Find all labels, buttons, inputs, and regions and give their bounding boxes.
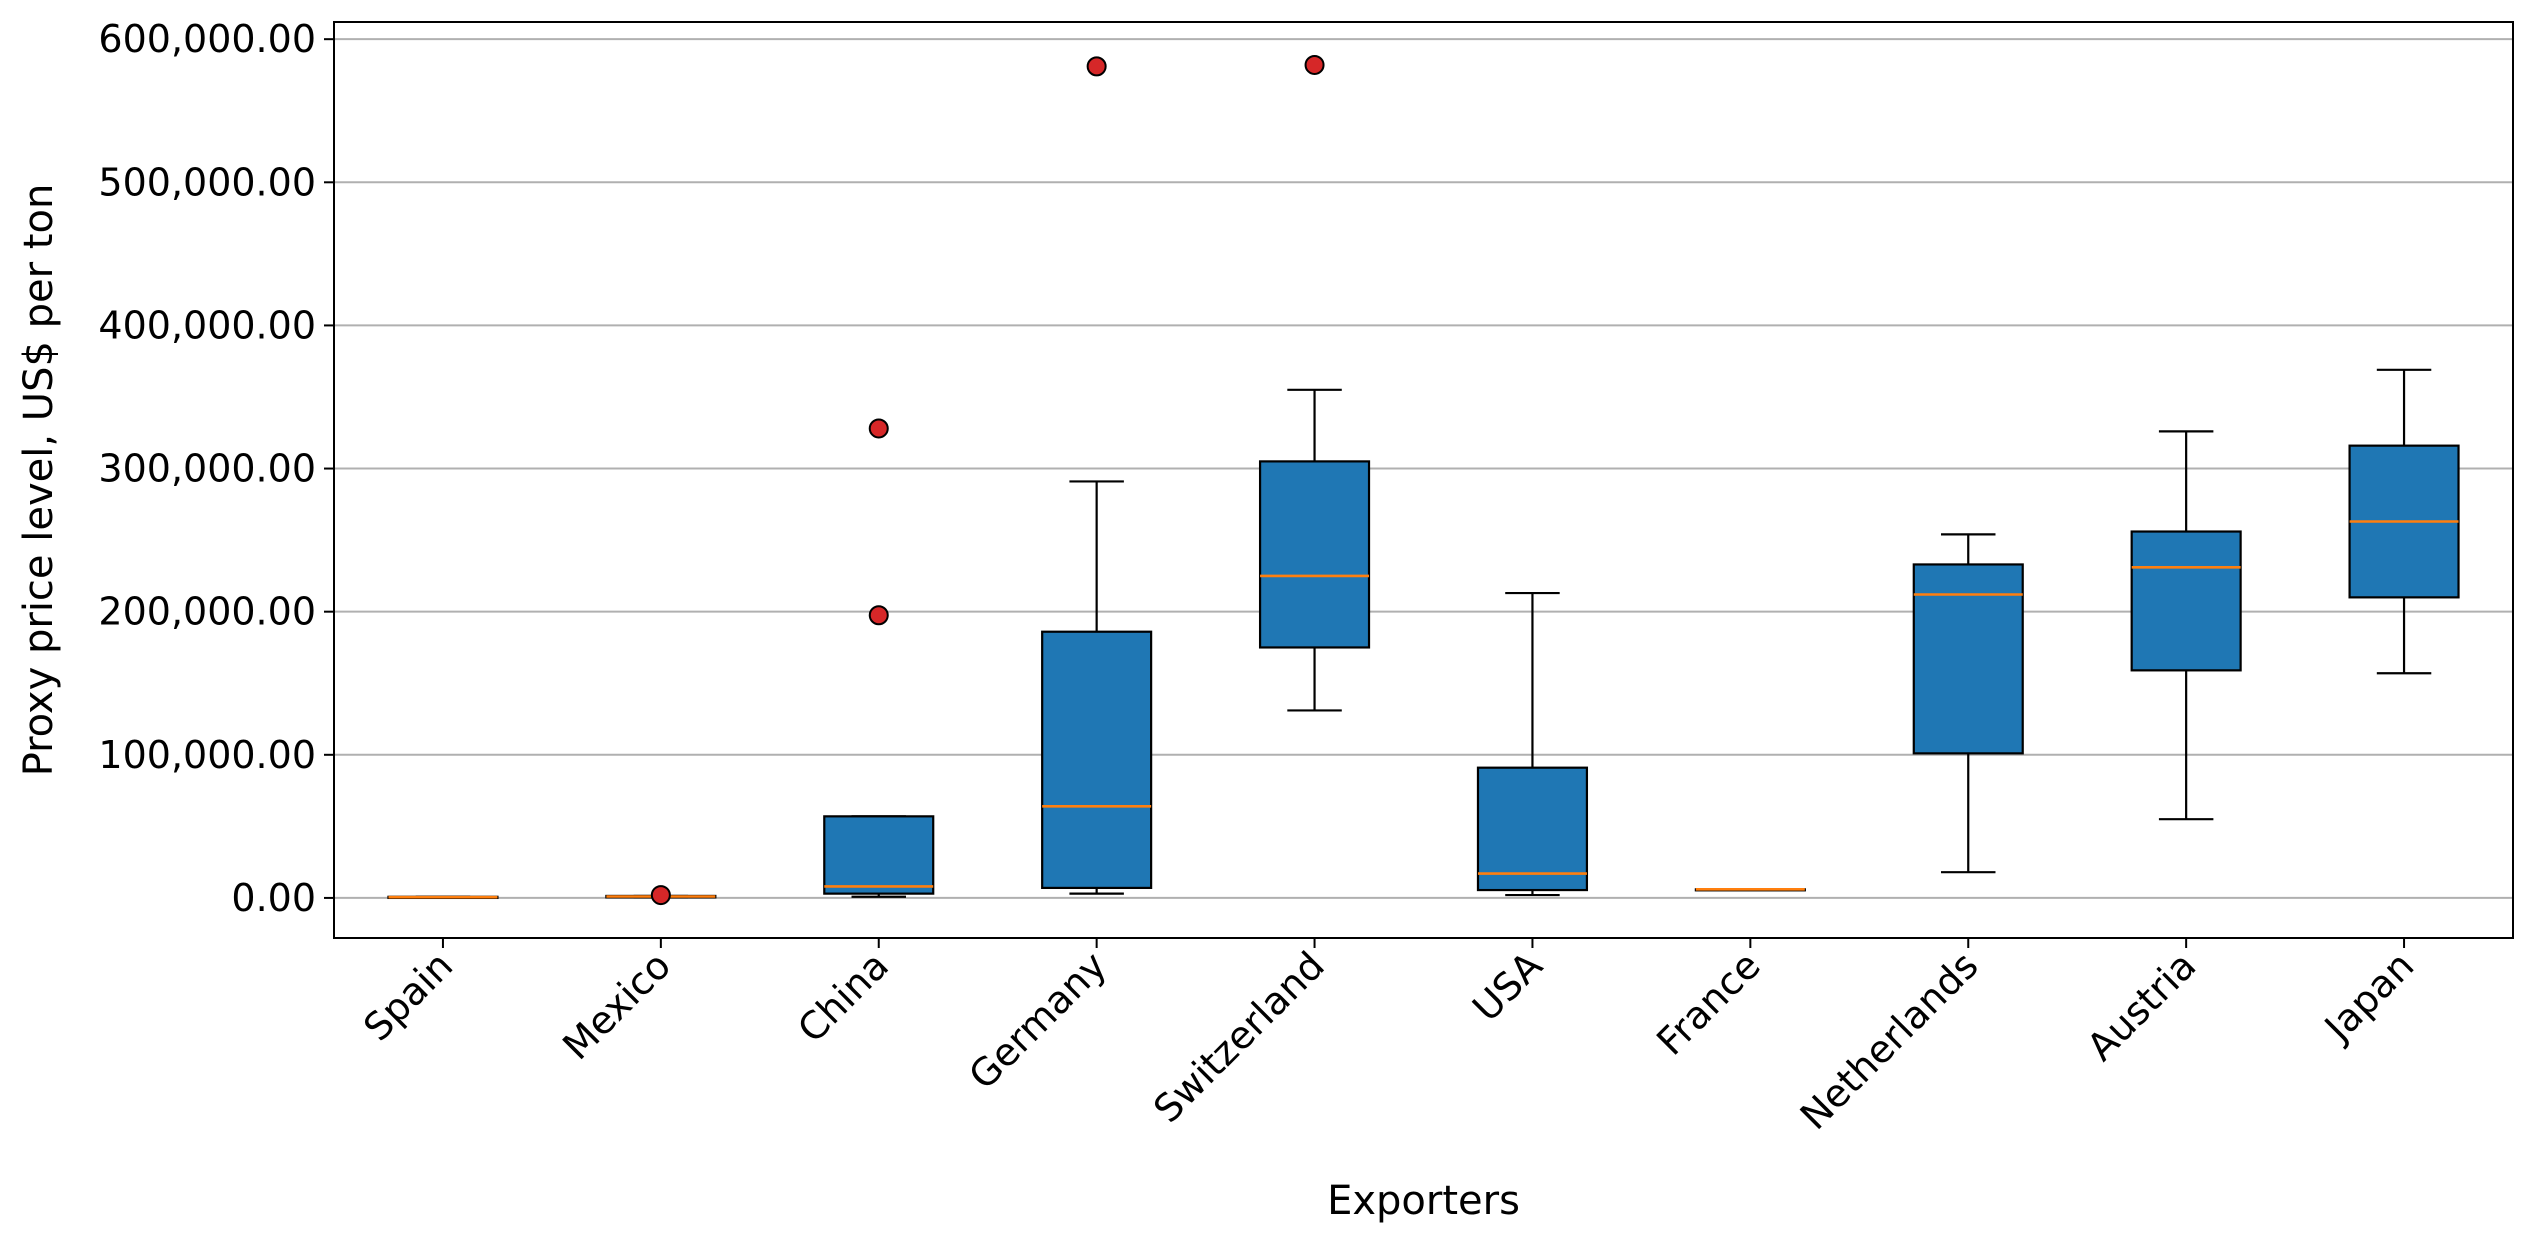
y-tick-label: 0.00 — [231, 876, 316, 920]
x-tick-label: Germany — [960, 943, 1115, 1098]
box-group-china — [823, 418, 935, 898]
y-axis-title: Proxy price level, US$ per ton — [16, 184, 62, 777]
x-tick-label: USA — [1464, 943, 1551, 1030]
x-tick-label: Japan — [2315, 943, 2422, 1050]
plot-area-frame — [333, 21, 2514, 939]
x-tick-label: Austria — [2078, 943, 2204, 1069]
y-tick-label: 300,000.00 — [98, 447, 316, 491]
x-tick-label: France — [1648, 943, 1768, 1063]
y-tick-label: 600,000.00 — [98, 17, 316, 61]
y-tick-label: 200,000.00 — [98, 590, 316, 634]
box-group-france — [1694, 888, 1806, 892]
x-tick-label: China — [789, 943, 897, 1051]
box-iqr — [2130, 530, 2242, 672]
x-tick-label: Switzerland — [1145, 943, 1333, 1131]
box-group-spain — [387, 895, 499, 900]
box-iqr — [1041, 630, 1153, 890]
x-axis-title: Exporters — [1327, 1178, 1520, 1224]
box-group-austria — [2130, 430, 2242, 821]
grid-lines — [334, 38, 2513, 899]
y-tick-label: 500,000.00 — [98, 160, 316, 204]
outlier-point — [868, 418, 889, 439]
x-tick-label: Spain — [355, 943, 461, 1049]
x-axis: Spain Mexico China Germany Switzerland USA Fra… — [355, 938, 2422, 1138]
y-axis: 0.00 100,000.00 200,000.00 300,000.00 400,00… — [98, 17, 334, 920]
box-iqr — [823, 815, 935, 895]
outlier-point — [868, 605, 889, 626]
box-group-switzerland — [1258, 54, 1371, 712]
y-tick-label: 100,000.00 — [98, 733, 316, 777]
box-iqr — [1258, 460, 1371, 649]
box-group-netherlands — [1912, 533, 2024, 874]
box-iqr — [1912, 563, 2024, 755]
box-group-germany — [1041, 56, 1153, 895]
outlier-point — [1304, 54, 1325, 75]
x-tick-label: Netherlands — [1792, 943, 1987, 1138]
box-plot-series — [387, 54, 2460, 906]
box-group-mexico — [605, 885, 717, 906]
y-tick-label: 400,000.00 — [98, 303, 316, 347]
outlier-point — [650, 885, 671, 906]
box-group-japan — [2348, 368, 2460, 675]
box-group-usa — [1476, 591, 1589, 897]
box-iqr — [1476, 766, 1589, 892]
x-tick-label: Mexico — [554, 943, 679, 1068]
outlier-point — [1086, 56, 1107, 77]
